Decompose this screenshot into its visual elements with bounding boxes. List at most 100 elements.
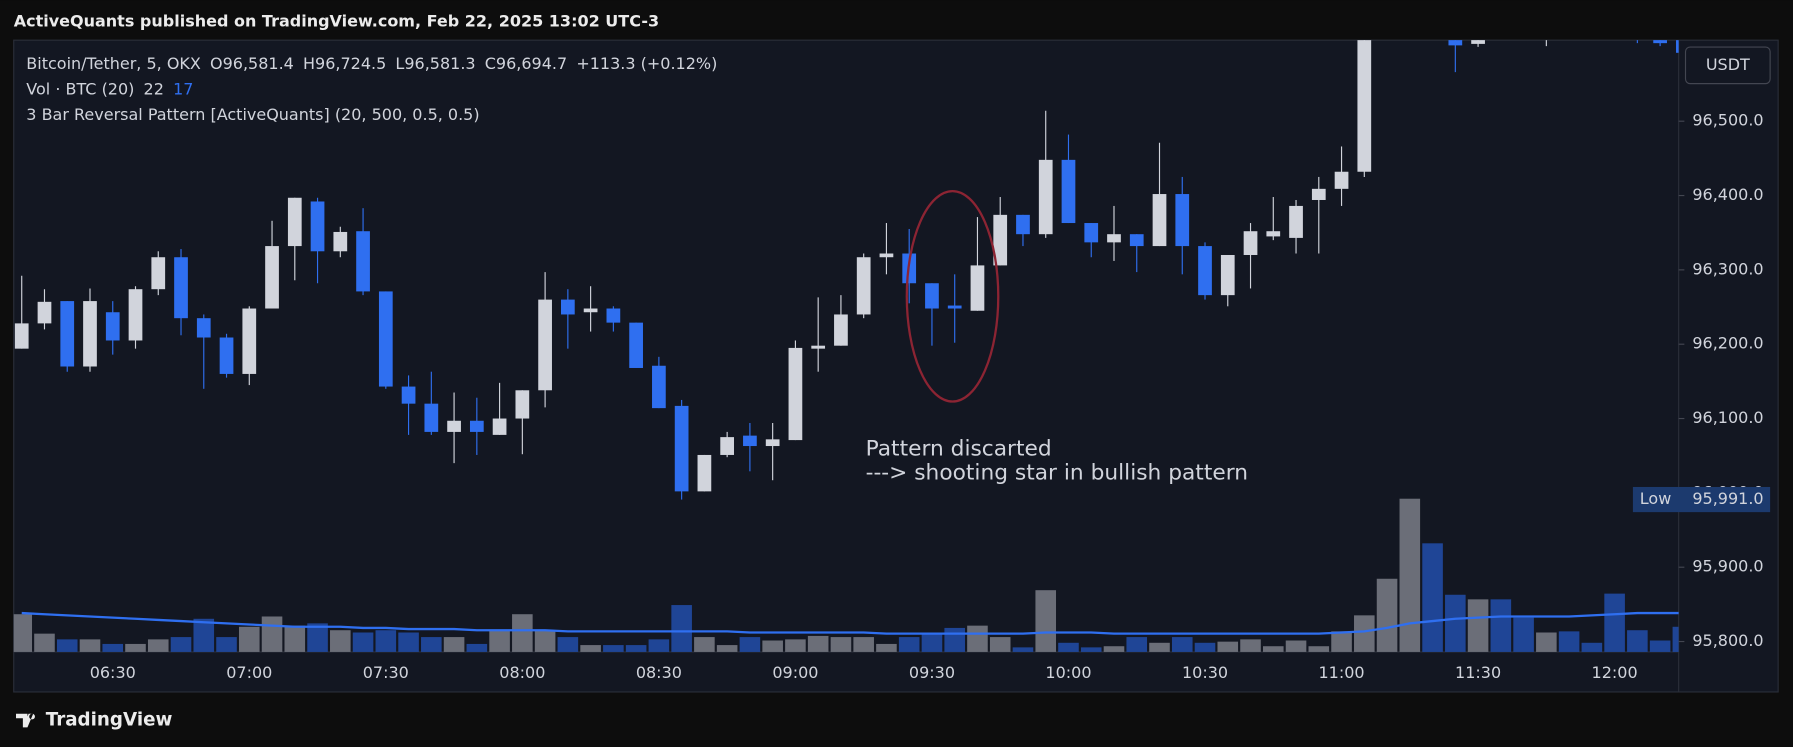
x-tick-label: 08:30 (636, 663, 682, 682)
ohlc: H96,724.5 (303, 54, 386, 73)
volume-bar (1604, 593, 1625, 652)
candle-body (1152, 194, 1167, 247)
candle-body (834, 314, 848, 346)
chart-panel (13, 39, 1779, 693)
candle-body (1334, 171, 1349, 189)
volume-bar (1058, 642, 1079, 652)
x-tick-label: 09:00 (772, 663, 818, 682)
footer-logo: TradingView (16, 710, 172, 731)
volume-ma-line (21, 611, 1679, 635)
currency-button[interactable] (1684, 46, 1771, 85)
candle-body (1266, 231, 1281, 237)
ohlc: L96,581.3 (395, 54, 475, 73)
candle-body (515, 390, 530, 419)
logo-icon (16, 713, 35, 728)
volume-bar (1627, 630, 1648, 652)
candle-body (1198, 246, 1212, 296)
volume-bar (648, 639, 670, 652)
candle-body (788, 347, 803, 441)
candle-body (1471, 40, 1485, 44)
volume-ma-value: 17 (173, 79, 193, 98)
candle-body (105, 312, 120, 341)
candle-body (652, 365, 666, 409)
volume-bar (13, 614, 33, 652)
candle-body (492, 418, 507, 435)
ohlc: C96,694.7 (485, 54, 567, 73)
volume-bar (1558, 631, 1580, 652)
candle-body (879, 253, 894, 258)
candle-body (356, 231, 370, 292)
ohlc: O96,581.4 (210, 54, 294, 73)
y-tick-label: 96,200.0 (1692, 334, 1763, 353)
candle-body (37, 301, 52, 324)
volume-bar (921, 632, 943, 652)
candle-body (1243, 231, 1258, 255)
legend-volume: Vol · BTC (20) 22 17 (26, 79, 193, 98)
candle-body (1038, 159, 1053, 235)
volume-bar (1581, 642, 1603, 652)
candle-body (720, 437, 735, 455)
volume-bar (1672, 626, 1679, 652)
x-tick-label: 07:30 (363, 663, 409, 682)
volume-name: Vol · BTC (20) (26, 79, 134, 98)
candle-body (424, 403, 439, 432)
volume-bar (580, 645, 601, 652)
currency-label[interactable]: USDT (1706, 55, 1750, 74)
volume-bar (1012, 647, 1034, 652)
candle-body (856, 257, 871, 315)
volume-bar (216, 637, 237, 652)
volume-bar (739, 637, 761, 652)
volume-bar (1240, 639, 1261, 652)
volume-bar (1035, 590, 1057, 652)
pattern-highlight (905, 189, 1000, 403)
volume-bar (1513, 617, 1534, 652)
volume-bar (1445, 594, 1466, 652)
candle-body (697, 454, 712, 492)
volume-bar (807, 635, 829, 652)
volume-bar (466, 643, 488, 652)
candle-body (560, 299, 575, 315)
x-tick-label: 11:00 (1318, 663, 1364, 682)
y-tick-label: 95,900.0 (1692, 557, 1763, 576)
y-tick-label: 96,500.0 (1692, 111, 1763, 130)
brand: TradingView (46, 710, 173, 731)
annotation-line: ---> shooting star in bullish pattern (866, 461, 1248, 486)
volume-bar (830, 637, 852, 652)
x-tick-label: 07:00 (226, 663, 272, 682)
volume-bar (1126, 637, 1148, 652)
x-tick-label: 10:30 (1182, 663, 1228, 682)
volume-bar (876, 643, 897, 652)
volume-bar (1285, 640, 1307, 652)
volume-bar (557, 637, 579, 652)
candle-body (947, 305, 962, 309)
volume-bar (170, 637, 192, 652)
volume-bar (284, 625, 306, 652)
volume-bar (1149, 642, 1170, 652)
candle-body (310, 201, 325, 252)
volume-bar (1331, 631, 1352, 652)
volume-bar (1467, 599, 1489, 652)
symbol: Bitcoin/Tether, 5, OKX (26, 54, 201, 73)
volume-bar (534, 630, 556, 652)
candle-body (970, 265, 985, 311)
volume-bar (1103, 646, 1125, 652)
volume-bar (967, 625, 988, 652)
volume-bar (1490, 599, 1512, 652)
candle-body (378, 291, 393, 387)
volume-bar (375, 630, 397, 652)
volume-bar (1354, 615, 1375, 652)
candle-body (925, 283, 939, 309)
volume-bar (1536, 632, 1557, 652)
candle-body (538, 299, 552, 391)
volume-value: 22 (144, 79, 164, 98)
volume-bar (34, 633, 55, 652)
volume-bar (307, 623, 328, 652)
volume-bar (989, 637, 1011, 652)
candle-body (401, 386, 416, 404)
volume-bar (1194, 642, 1216, 652)
candle-body (1448, 40, 1463, 46)
volume-bar (443, 637, 465, 652)
volume-bar (193, 618, 215, 652)
